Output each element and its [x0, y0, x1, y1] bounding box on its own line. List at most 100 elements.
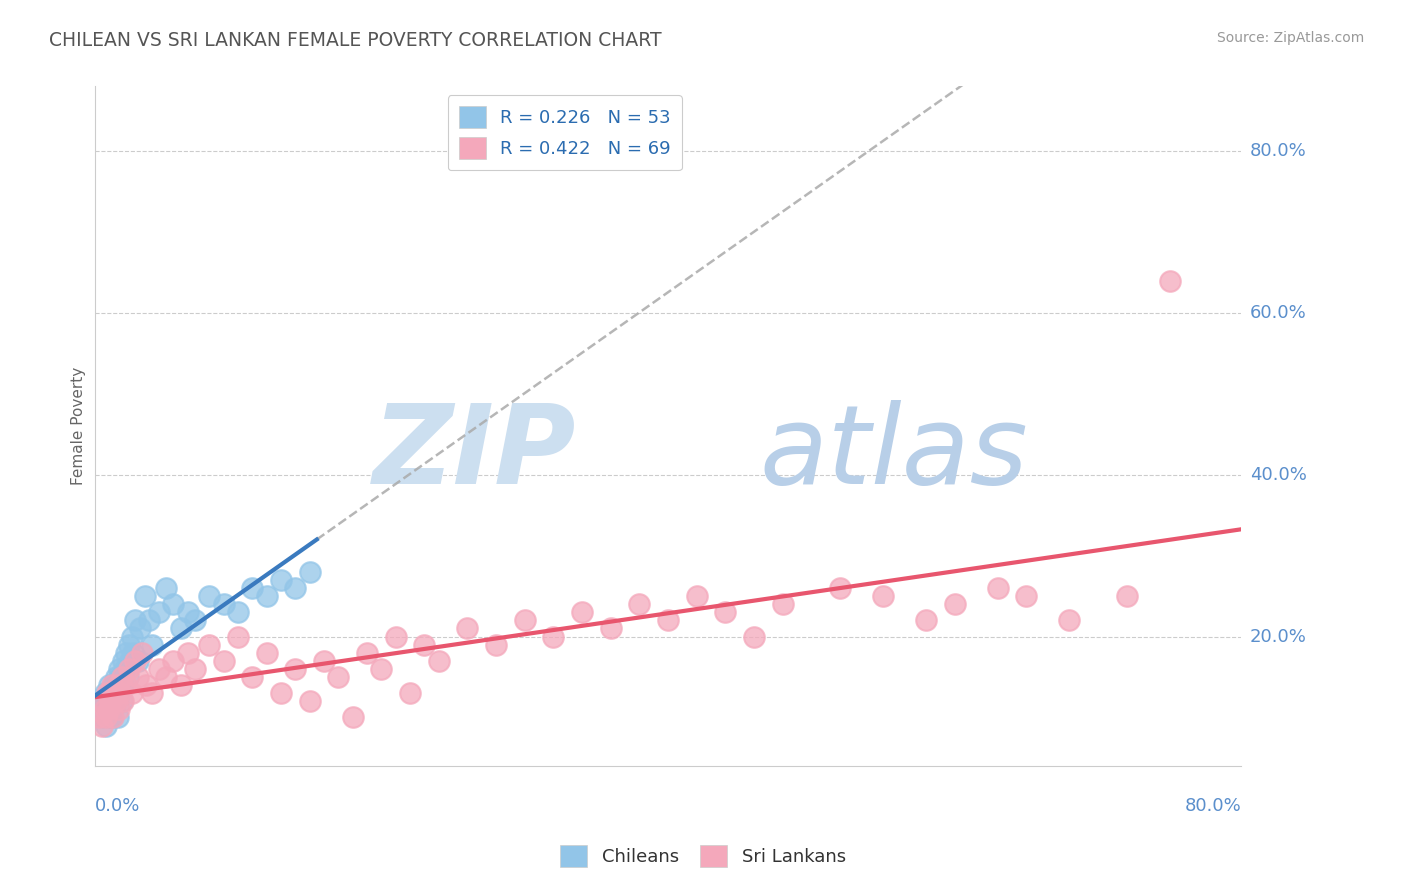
Point — [129, 622, 152, 636]
Point — [686, 589, 709, 603]
Point — [93, 686, 115, 700]
Point — [155, 670, 177, 684]
Point — [93, 702, 115, 716]
Point — [103, 702, 125, 716]
Point — [356, 646, 378, 660]
Point — [226, 605, 249, 619]
Point — [112, 694, 135, 708]
Point — [772, 597, 794, 611]
Point — [169, 678, 191, 692]
Legend: R = 0.226   N = 53, R = 0.422   N = 69: R = 0.226 N = 53, R = 0.422 N = 69 — [449, 95, 682, 170]
Point — [162, 654, 184, 668]
Point — [114, 662, 136, 676]
Point — [96, 686, 118, 700]
Point — [312, 654, 335, 668]
Point — [105, 694, 128, 708]
Text: 40.0%: 40.0% — [1250, 466, 1306, 483]
Point — [240, 581, 263, 595]
Point — [103, 710, 125, 724]
Text: CHILEAN VS SRI LANKAN FEMALE POVERTY CORRELATION CHART: CHILEAN VS SRI LANKAN FEMALE POVERTY COR… — [49, 31, 662, 50]
Point — [212, 654, 235, 668]
Point — [122, 646, 145, 660]
Point — [1015, 589, 1038, 603]
Point — [198, 589, 221, 603]
Point — [456, 622, 478, 636]
Point — [298, 565, 321, 579]
Point — [90, 718, 112, 732]
Point — [628, 597, 651, 611]
Point — [118, 662, 141, 676]
Point — [105, 694, 128, 708]
Point — [87, 702, 110, 716]
Point — [571, 605, 593, 619]
Point — [513, 613, 536, 627]
Point — [714, 605, 737, 619]
Point — [100, 694, 122, 708]
Point — [108, 686, 131, 700]
Point — [117, 670, 139, 684]
Point — [134, 589, 156, 603]
Point — [131, 646, 153, 660]
Point — [184, 613, 207, 627]
Point — [124, 654, 146, 668]
Point — [742, 630, 765, 644]
Point — [103, 678, 125, 692]
Point — [115, 646, 138, 660]
Point — [110, 686, 132, 700]
Point — [105, 670, 128, 684]
Point — [256, 589, 278, 603]
Point — [127, 654, 149, 668]
Point — [342, 710, 364, 724]
Point — [121, 686, 143, 700]
Point — [127, 670, 149, 684]
Text: 80.0%: 80.0% — [1185, 797, 1241, 814]
Point — [90, 694, 112, 708]
Point — [1059, 613, 1081, 627]
Y-axis label: Female Poverty: Female Poverty — [72, 367, 86, 485]
Point — [198, 638, 221, 652]
Point — [162, 597, 184, 611]
Legend: Chileans, Sri Lankans: Chileans, Sri Lankans — [553, 838, 853, 874]
Text: 0.0%: 0.0% — [94, 797, 141, 814]
Text: Source: ZipAtlas.com: Source: ZipAtlas.com — [1216, 31, 1364, 45]
Point — [543, 630, 565, 644]
Point — [112, 678, 135, 692]
Point — [118, 638, 141, 652]
Text: 20.0%: 20.0% — [1250, 628, 1306, 646]
Point — [184, 662, 207, 676]
Point — [298, 694, 321, 708]
Point — [1115, 589, 1137, 603]
Point — [599, 622, 621, 636]
Point — [111, 694, 134, 708]
Point — [97, 702, 120, 716]
Point — [135, 678, 157, 692]
Point — [485, 638, 508, 652]
Point — [112, 654, 135, 668]
Point — [97, 694, 120, 708]
Point — [107, 678, 129, 692]
Point — [104, 686, 127, 700]
Point — [987, 581, 1010, 595]
Point — [98, 694, 121, 708]
Point — [98, 702, 121, 716]
Point — [97, 710, 120, 724]
Point — [328, 670, 350, 684]
Point — [370, 662, 392, 676]
Point — [256, 646, 278, 660]
Point — [110, 670, 132, 684]
Point — [87, 710, 110, 724]
Point — [226, 630, 249, 644]
Point — [141, 638, 163, 652]
Point — [270, 573, 292, 587]
Point — [240, 670, 263, 684]
Text: atlas: atlas — [759, 400, 1028, 507]
Point — [148, 662, 170, 676]
Point — [413, 638, 436, 652]
Point — [107, 710, 129, 724]
Point — [100, 678, 122, 692]
Point — [111, 670, 134, 684]
Text: 80.0%: 80.0% — [1250, 142, 1306, 160]
Point — [148, 605, 170, 619]
Point — [177, 605, 200, 619]
Point — [427, 654, 450, 668]
